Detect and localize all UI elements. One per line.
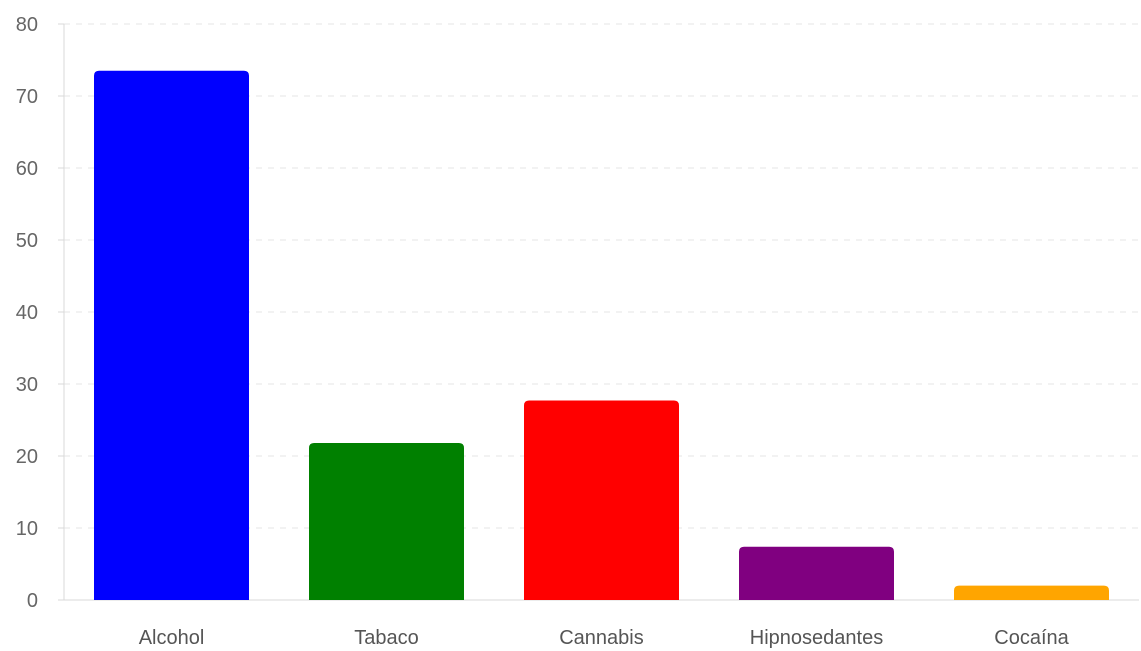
- y-tick-label: 40: [16, 302, 38, 324]
- x-tick-label: Alcohol: [139, 627, 205, 649]
- bar-tabaco[interactable]: [309, 443, 464, 600]
- y-tick-label: 10: [16, 518, 38, 540]
- bar-alcohol[interactable]: [94, 70, 249, 601]
- y-tick-label: 80: [16, 14, 38, 36]
- y-tick-label: 60: [16, 158, 38, 180]
- x-tick-label: Tabaco: [354, 627, 419, 649]
- x-tick-label: Cannabis: [559, 627, 644, 649]
- y-tick-label: 70: [16, 86, 38, 108]
- bar-cocaína[interactable]: [954, 585, 1109, 600]
- x-axis-category-labels: Alcohol Tabaco Cannabis Hipnosedantes Cocaín…: [139, 627, 1070, 649]
- y-tick-label: 30: [16, 374, 38, 396]
- y-axis-tick-labels: 0 10 20 30 40 50 60 70 80: [16, 14, 38, 612]
- bars: [94, 70, 1109, 601]
- y-tick-label: 0: [27, 590, 38, 612]
- bar-cannabis[interactable]: [524, 400, 679, 600]
- bar-hipnosedantes[interactable]: [739, 546, 894, 600]
- y-tick-label: 50: [16, 230, 38, 252]
- y-tick-label: 20: [16, 446, 38, 468]
- x-tick-label: Hipnosedantes: [750, 627, 883, 649]
- x-tick-label: Cocaína: [994, 627, 1069, 649]
